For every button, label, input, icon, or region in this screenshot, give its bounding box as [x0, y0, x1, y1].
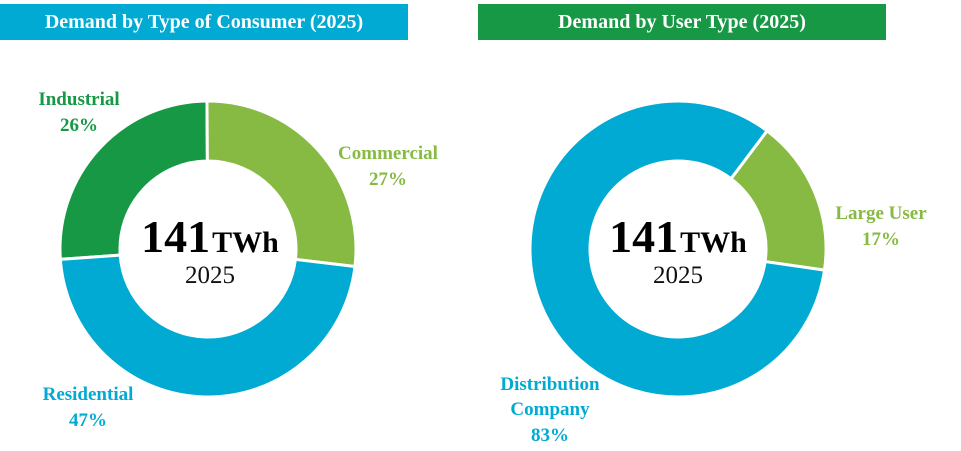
center-total-user: 141TWh	[609, 211, 747, 262]
donut-chart-user-type	[528, 99, 828, 399]
center-year-consumer: 2025	[185, 262, 235, 289]
slice-distribution	[528, 99, 827, 399]
label-distribution-pct: 83%	[531, 425, 569, 446]
label-commercial-pct: 27%	[369, 169, 407, 190]
chart-title-user-type: Demand by User Type (2025)	[478, 4, 886, 40]
label-industrial-pct: 26%	[60, 115, 98, 136]
slice-residential	[58, 253, 357, 399]
donut-chart-consumer-type	[58, 99, 358, 399]
chart-title-consumer-type: Demand by Type of Consumer (2025)	[0, 4, 408, 40]
label-commercial-name: Commercial	[338, 143, 438, 164]
center-year-user: 2025	[653, 262, 703, 289]
label-distribution-name-line2: Company	[510, 399, 590, 420]
label-large-user-pct: 17%	[862, 229, 900, 250]
slice-commercial	[205, 99, 358, 269]
label-large-user-name: Large User	[835, 203, 927, 224]
center-total-consumer: 141TWh	[141, 211, 279, 262]
label-distribution-name: Distribution	[500, 374, 600, 395]
label-residential-name: Residential	[43, 384, 134, 405]
label-industrial-name: Industrial	[38, 89, 119, 110]
slice-industrial	[58, 99, 209, 261]
label-residential-pct: 47%	[69, 410, 107, 431]
